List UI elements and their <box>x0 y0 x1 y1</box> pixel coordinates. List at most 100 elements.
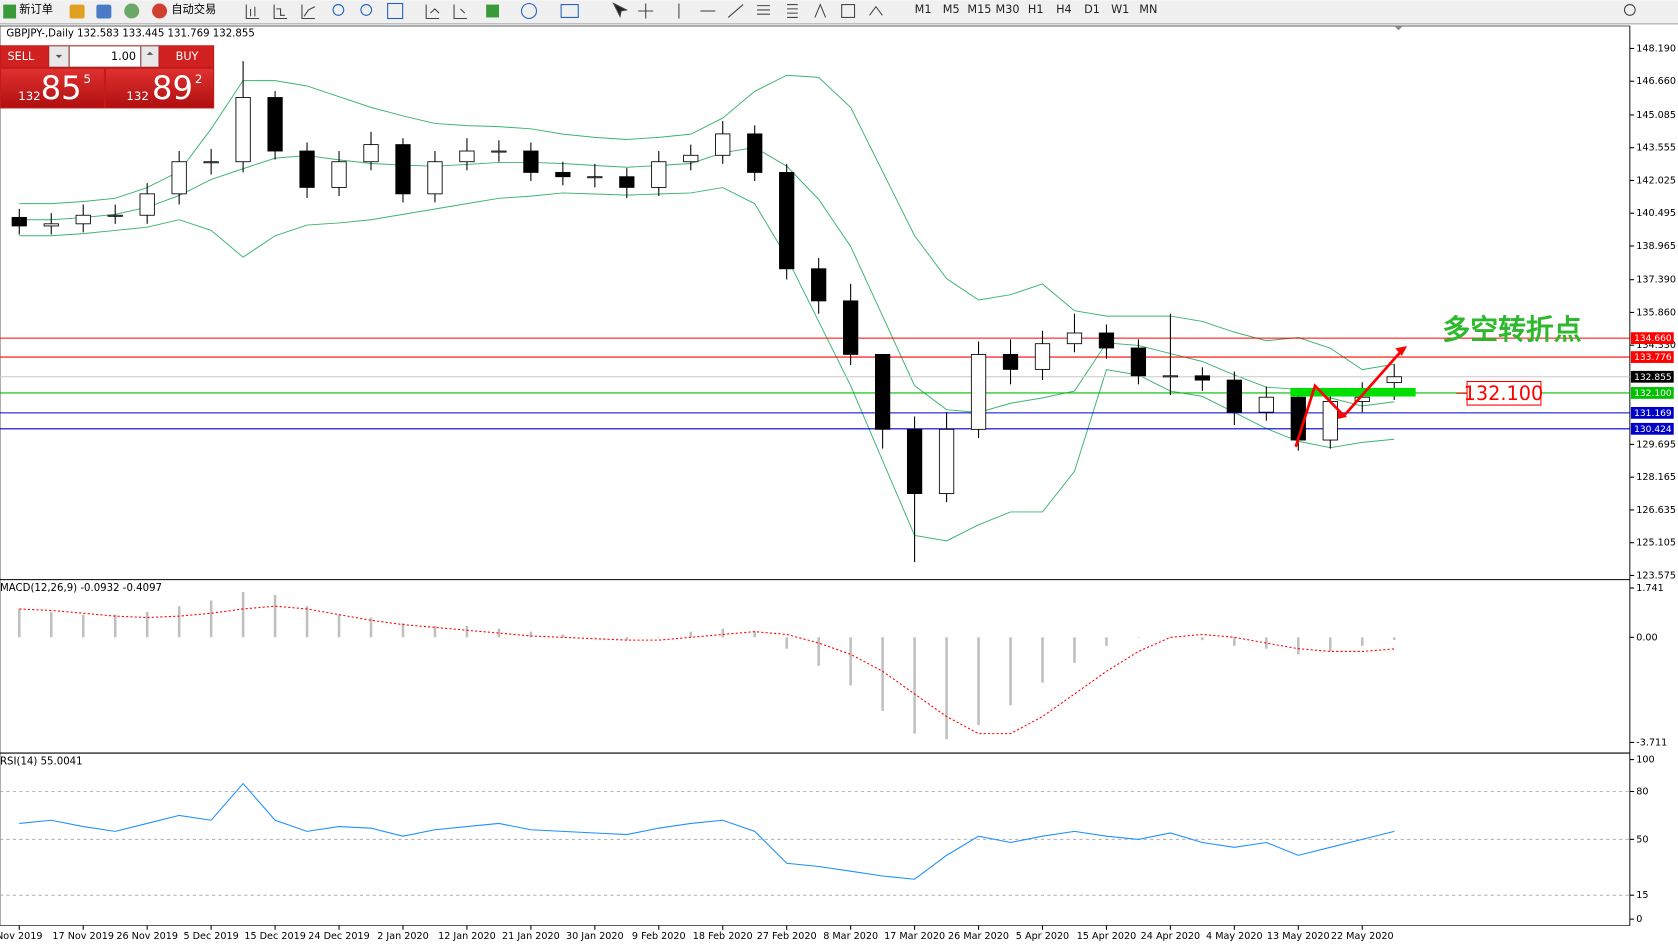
bollinger-band <box>19 74 1395 371</box>
support-zone <box>1290 387 1416 397</box>
candle-body <box>75 214 91 225</box>
macd-bar <box>81 614 85 638</box>
macd-bar <box>433 626 437 638</box>
macd-bar <box>721 628 725 638</box>
icon[interactable] <box>332 4 345 16</box>
candle-body <box>555 172 571 178</box>
macd-bar <box>1265 637 1268 649</box>
icon[interactable] <box>520 2 538 20</box>
rsi-line <box>19 782 1395 880</box>
icon[interactable] <box>757 5 770 15</box>
y-tick-label: 1.741 <box>1636 583 1664 594</box>
icon[interactable] <box>301 4 316 20</box>
sell-label: SELL <box>7 50 34 63</box>
price-level-label: 134.660 <box>1634 334 1672 344</box>
price-level-box <box>1630 351 1674 363</box>
icon[interactable] <box>814 3 827 18</box>
turning-point-label: 多空转折点 <box>1442 313 1581 346</box>
x-tick-label: 30 Jan 2020 <box>566 931 624 942</box>
icon[interactable] <box>560 4 579 18</box>
new-order-label: 新订单 <box>19 2 53 16</box>
y-tick-label: 50 <box>1636 834 1648 845</box>
timeframe-button[interactable]: M1 <box>915 3 932 16</box>
macd-bar <box>625 637 629 641</box>
bollinger-band <box>19 146 1395 413</box>
sell-button[interactable]: SELL <box>1 46 49 67</box>
icon[interactable] <box>453 4 467 20</box>
new-order-button[interactable]: 新订单 <box>3 2 53 19</box>
x-tick-label: 26 Mar 2020 <box>948 931 1009 942</box>
buy-price-bg <box>106 68 214 108</box>
icon[interactable] <box>245 4 260 20</box>
icon[interactable] <box>638 3 654 19</box>
price-level-box <box>1630 332 1674 345</box>
auto-trading-button[interactable]: 自动交易 <box>152 2 216 19</box>
x-tick-label: 15 Dec 2019 <box>244 931 306 942</box>
icon[interactable] <box>486 4 500 18</box>
icon[interactable] <box>612 2 629 18</box>
y-tick-label: 80 <box>1636 786 1648 797</box>
macd-bar <box>1201 637 1204 641</box>
x-tick-label: 4 May 2020 <box>1206 931 1263 942</box>
icon[interactable] <box>727 4 744 18</box>
icon[interactable] <box>273 4 287 20</box>
y-tick-label: 15 <box>1636 890 1648 901</box>
x-tick-label: 2 Jan 2020 <box>377 931 429 942</box>
icon[interactable] <box>387 2 404 20</box>
timeframe-button[interactable]: H1 <box>1028 3 1044 16</box>
icon[interactable] <box>124 3 140 19</box>
x-tick-label: 26 Nov 2019 <box>116 931 178 942</box>
x-tick-label: 9 Feb 2020 <box>632 931 686 942</box>
lot-spinner[interactable] <box>141 46 159 67</box>
macd-bar <box>337 614 341 638</box>
timeframe-button[interactable]: H4 <box>1056 3 1072 16</box>
icon[interactable] <box>69 4 85 19</box>
candle-body <box>107 214 123 217</box>
candle-body <box>1386 376 1402 384</box>
icon[interactable] <box>360 4 373 16</box>
icon[interactable] <box>869 5 883 16</box>
x-tick-label: 21 Jan 2020 <box>502 931 560 942</box>
candle-body <box>843 300 859 355</box>
icon[interactable] <box>841 4 856 18</box>
timeframe-button[interactable]: M15 <box>967 3 991 16</box>
timeframe-button[interactable]: D1 <box>1084 3 1100 16</box>
auto-trading-icon <box>152 3 168 19</box>
macd-bar <box>113 614 117 638</box>
sell-price-button[interactable]: 132 85 5 <box>1 68 104 108</box>
buy-price-button[interactable]: 132 89 2 <box>106 68 214 108</box>
annotations: 多空转折点 132.100 <box>1290 313 1582 448</box>
lot-input[interactable] <box>69 46 141 67</box>
candle-body <box>1258 396 1274 413</box>
buy-button[interactable]: BUY <box>159 46 214 67</box>
icon[interactable] <box>96 4 112 19</box>
candle-body <box>1226 379 1242 413</box>
icon[interactable] <box>787 4 798 18</box>
macd-bar <box>145 611 149 638</box>
macd-bar <box>1169 637 1172 638</box>
macd-bar <box>849 637 852 686</box>
macd-bar <box>593 637 597 638</box>
candle-body <box>363 144 379 163</box>
timeframe-button[interactable]: W1 <box>1111 3 1129 16</box>
candle-body <box>1162 375 1179 378</box>
macd-bar <box>49 611 53 638</box>
candle-body <box>619 176 635 188</box>
icon[interactable] <box>425 4 440 20</box>
candle-body <box>938 428 955 494</box>
timeframe-button[interactable]: MN <box>1139 3 1157 16</box>
x-tick-label: 17 Mar 2020 <box>884 931 945 942</box>
candle-body <box>235 97 251 163</box>
macd-bar <box>1073 637 1076 663</box>
timeframe-button[interactable]: M5 <box>943 3 960 16</box>
search-icon[interactable] <box>1623 4 1636 16</box>
price-tag: 132.100 <box>1464 382 1544 405</box>
buy-price-big: 89 <box>152 69 193 107</box>
macd-bar <box>209 600 213 638</box>
candle-body <box>747 133 763 173</box>
candle-body <box>779 172 795 270</box>
timeframe-button[interactable]: M30 <box>996 3 1020 16</box>
price-level-label: 131.169 <box>1634 409 1672 419</box>
y-tick-label: 134.330 <box>1636 340 1676 351</box>
